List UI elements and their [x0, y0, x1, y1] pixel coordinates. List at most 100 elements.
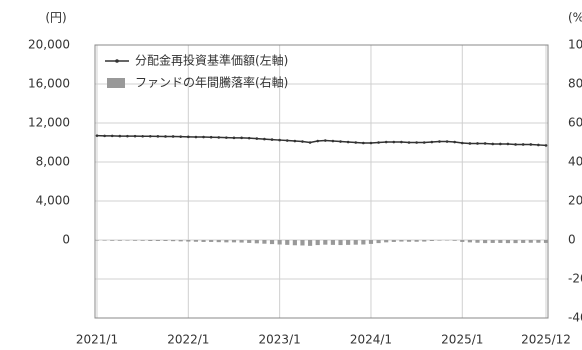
y2-tick-label: 60 — [568, 116, 582, 130]
point — [544, 144, 548, 147]
bar — [140, 240, 145, 241]
bar — [429, 240, 434, 241]
bar — [315, 240, 320, 246]
bar — [155, 240, 160, 241]
y-axis-label: (円) — [45, 11, 66, 25]
point — [179, 135, 183, 138]
bar — [467, 240, 472, 243]
point — [377, 141, 380, 144]
bar — [346, 240, 351, 245]
y2-tick-label: -40 — [568, 311, 582, 325]
point — [308, 141, 312, 144]
bar — [353, 240, 358, 245]
bar — [330, 240, 335, 245]
point — [331, 139, 335, 143]
bar — [285, 240, 290, 245]
point — [225, 136, 228, 139]
point — [255, 137, 259, 140]
bar — [201, 240, 206, 242]
bar — [308, 240, 313, 246]
point — [362, 141, 365, 145]
plot-frame — [94, 44, 549, 319]
point — [156, 135, 160, 138]
x-tick-label: 2023/1 — [259, 333, 301, 347]
point — [400, 140, 403, 144]
bar — [239, 240, 244, 243]
point — [483, 142, 487, 145]
legend-swatch — [115, 59, 119, 63]
bar — [277, 240, 282, 245]
bar — [460, 240, 465, 242]
bar — [117, 240, 122, 241]
bar — [231, 240, 237, 243]
y2-axis-label: (%) — [568, 11, 582, 25]
x-tick-label: 2025/12 — [521, 333, 571, 347]
point — [354, 141, 358, 144]
y-tick-label: 20,000 — [28, 38, 70, 52]
bar — [505, 240, 511, 244]
point — [263, 137, 266, 141]
point — [438, 140, 441, 143]
bar — [483, 240, 488, 244]
point — [537, 143, 540, 147]
point — [209, 135, 213, 139]
point — [468, 142, 472, 145]
bar — [292, 240, 297, 246]
bar — [224, 240, 229, 243]
x-tick-label: 2022/1 — [167, 333, 209, 347]
point — [422, 141, 426, 144]
bar — [247, 240, 252, 243]
bar — [171, 240, 176, 242]
bar — [498, 240, 503, 243]
point — [232, 136, 236, 140]
point — [270, 138, 274, 141]
point — [148, 134, 152, 138]
point — [529, 143, 533, 146]
point — [126, 134, 129, 138]
point — [95, 134, 99, 137]
bar — [384, 240, 389, 243]
point — [240, 136, 243, 140]
point — [247, 136, 251, 140]
point — [285, 139, 289, 142]
bar — [490, 240, 495, 243]
bar — [254, 240, 259, 244]
bar — [422, 240, 427, 242]
point — [141, 134, 144, 138]
legend-swatch — [107, 78, 125, 88]
x-tick-label: 2024/1 — [350, 333, 392, 347]
point — [384, 140, 388, 144]
point — [415, 141, 418, 144]
bar — [414, 240, 419, 242]
bar — [94, 240, 100, 241]
point — [164, 135, 167, 138]
legend-label: ファンドの年間騰落率(右軸) — [135, 75, 288, 90]
bar — [262, 240, 267, 244]
bar — [269, 240, 275, 245]
point — [407, 141, 411, 144]
y2-tick-label: 40 — [568, 155, 582, 169]
bar — [132, 240, 138, 241]
bar — [521, 240, 526, 243]
bar — [163, 240, 168, 241]
point — [430, 140, 434, 144]
point — [293, 139, 297, 143]
point — [491, 142, 495, 146]
point — [133, 134, 137, 138]
bar — [406, 240, 412, 242]
bar — [475, 240, 480, 243]
bar — [543, 240, 549, 243]
bar — [125, 240, 130, 241]
bar — [216, 240, 221, 243]
bar — [209, 240, 214, 242]
point — [392, 140, 396, 144]
point — [460, 141, 464, 145]
y-tick-label: 12,000 — [28, 116, 70, 130]
point — [301, 140, 304, 143]
point — [194, 135, 198, 139]
point — [217, 136, 221, 139]
point — [316, 139, 319, 143]
x-tick-label: 2025/1 — [441, 333, 483, 347]
point — [476, 142, 479, 145]
